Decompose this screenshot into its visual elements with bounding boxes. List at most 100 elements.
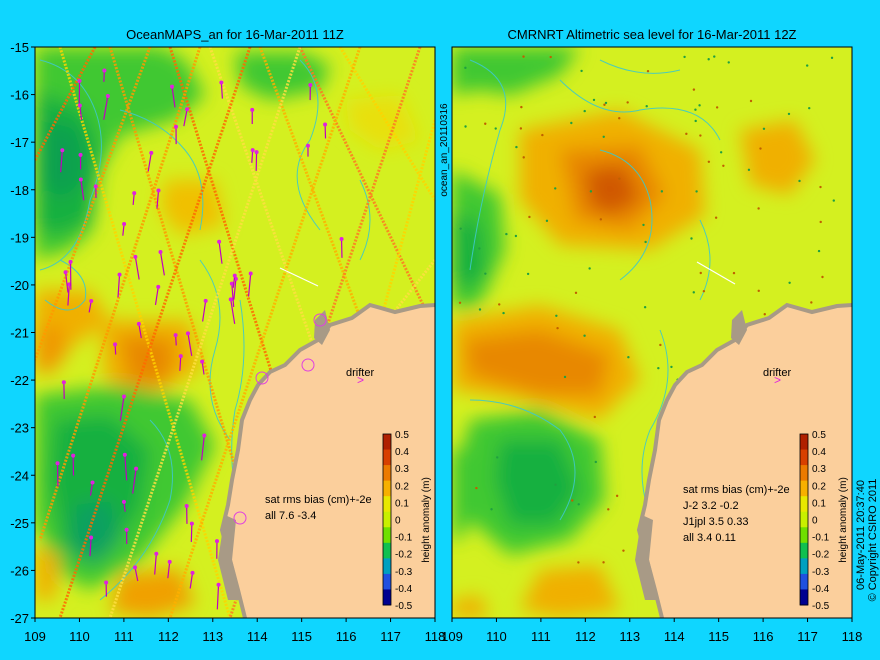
observation-point bbox=[478, 247, 481, 250]
drift-vector-head bbox=[117, 272, 122, 277]
drift-vector-head bbox=[217, 239, 222, 244]
drift-vector-head bbox=[121, 394, 126, 399]
timestamp: 06-May-2011 20:37:40 bbox=[855, 480, 867, 590]
drift-vector bbox=[159, 251, 165, 276]
observation-point bbox=[821, 275, 824, 279]
observation-point bbox=[757, 289, 760, 293]
drift-vector bbox=[247, 273, 252, 297]
drift-vector-head bbox=[232, 273, 237, 278]
drifter-arrow-icon: > bbox=[357, 373, 364, 387]
drifter-label: drifter bbox=[763, 367, 791, 379]
drift-vector bbox=[187, 333, 193, 357]
lat-tick-label: -26 bbox=[10, 563, 29, 578]
lat-tick-label: -23 bbox=[10, 421, 29, 436]
observation-point bbox=[644, 240, 647, 244]
drift-vector bbox=[218, 241, 223, 264]
drift-vector bbox=[132, 468, 137, 494]
lat-tick-label: -15 bbox=[10, 40, 29, 55]
observation-point bbox=[570, 121, 573, 125]
colorbar-tick-label: 0.5 bbox=[812, 430, 826, 441]
observation-point bbox=[599, 218, 603, 221]
coastline bbox=[636, 302, 852, 618]
drift-vector-head bbox=[136, 321, 141, 326]
drift-vector-head bbox=[305, 143, 310, 148]
observation-point bbox=[615, 494, 619, 498]
drift-vector bbox=[156, 190, 160, 209]
observation-point bbox=[556, 326, 559, 330]
drift-vector bbox=[89, 482, 94, 496]
drift-vector-head bbox=[200, 359, 205, 364]
drift-vector-head bbox=[228, 297, 233, 302]
observation-point bbox=[819, 220, 822, 224]
altimeter-track bbox=[168, 47, 362, 618]
drift-vector bbox=[216, 584, 220, 610]
drift-vector-head bbox=[113, 342, 118, 347]
drift-vector bbox=[183, 109, 188, 127]
drift-vector-head bbox=[104, 580, 109, 585]
observation-point bbox=[763, 313, 766, 316]
lat-tick-label: -25 bbox=[10, 516, 29, 531]
observation-point bbox=[522, 55, 525, 58]
observation-point bbox=[554, 483, 557, 486]
observation-point bbox=[713, 55, 716, 58]
drift-vector-head bbox=[254, 150, 259, 155]
drift-vector-head bbox=[60, 148, 65, 153]
lon-tick-label: 114 bbox=[247, 629, 268, 644]
observation-point bbox=[660, 190, 664, 193]
altimeter-track bbox=[58, 47, 232, 618]
colorbar-tick-label: 0.2 bbox=[395, 481, 409, 492]
drift-vector bbox=[89, 537, 92, 557]
observation-point bbox=[459, 227, 462, 230]
colorbar-swatch bbox=[800, 589, 808, 606]
drift-vector-head bbox=[174, 124, 179, 129]
drift-vector bbox=[167, 561, 171, 579]
colorbar-swatch bbox=[383, 589, 391, 606]
observation-point bbox=[690, 237, 693, 240]
observation-point bbox=[522, 156, 525, 159]
drift-vector-head bbox=[93, 184, 98, 189]
observation-point bbox=[692, 88, 696, 91]
observation-point bbox=[526, 272, 530, 276]
drift-vector bbox=[147, 152, 152, 172]
colorbar-tick-label: -0.4 bbox=[812, 584, 830, 595]
observation-point bbox=[589, 190, 593, 193]
observation-point bbox=[604, 101, 608, 105]
observation-point bbox=[683, 55, 686, 59]
drift-vector bbox=[251, 150, 254, 163]
drift-vector-head bbox=[214, 539, 219, 544]
colorbar-tick-label: -0.2 bbox=[812, 550, 830, 561]
observation-point bbox=[642, 223, 645, 227]
observation-point bbox=[657, 366, 660, 370]
lat-tick-label: -27 bbox=[10, 611, 29, 626]
left-map-panel: drifter > sat rms bias (cm)+-2e all 7.6 … bbox=[10, 27, 450, 644]
drift-vector bbox=[138, 323, 142, 339]
observation-point bbox=[759, 147, 762, 150]
drift-vector-head bbox=[308, 83, 313, 88]
drift-vector-head bbox=[68, 259, 73, 264]
drift-vector bbox=[117, 274, 121, 298]
observation-point bbox=[787, 112, 791, 116]
colorbar-label: height anomaly (m) bbox=[421, 477, 432, 563]
observation-point bbox=[808, 106, 811, 110]
stats-line: all 3.4 0.11 bbox=[683, 532, 736, 544]
observation-point bbox=[464, 66, 467, 70]
lon-tick-label: 115 bbox=[708, 629, 729, 644]
land bbox=[222, 305, 435, 618]
colorbar-tick-label: 0.1 bbox=[395, 498, 409, 509]
observation-point bbox=[515, 145, 518, 149]
drift-vector-head bbox=[185, 331, 190, 336]
drift-vector bbox=[60, 150, 63, 173]
colorbar-swatch bbox=[383, 496, 391, 513]
drift-vector bbox=[103, 95, 109, 120]
colorbar-tick-label: -0.3 bbox=[395, 567, 413, 578]
lon-tick-label: 111 bbox=[114, 629, 134, 644]
observation-point bbox=[698, 104, 701, 107]
observation-point bbox=[762, 127, 766, 130]
drift-vector-head bbox=[250, 107, 255, 112]
coastline bbox=[219, 302, 435, 618]
lon-tick-label: 118 bbox=[842, 629, 863, 644]
stats-header: sat rms bias (cm)+-2e bbox=[265, 494, 372, 506]
drift-vector bbox=[79, 105, 83, 121]
observation-point bbox=[502, 311, 505, 315]
